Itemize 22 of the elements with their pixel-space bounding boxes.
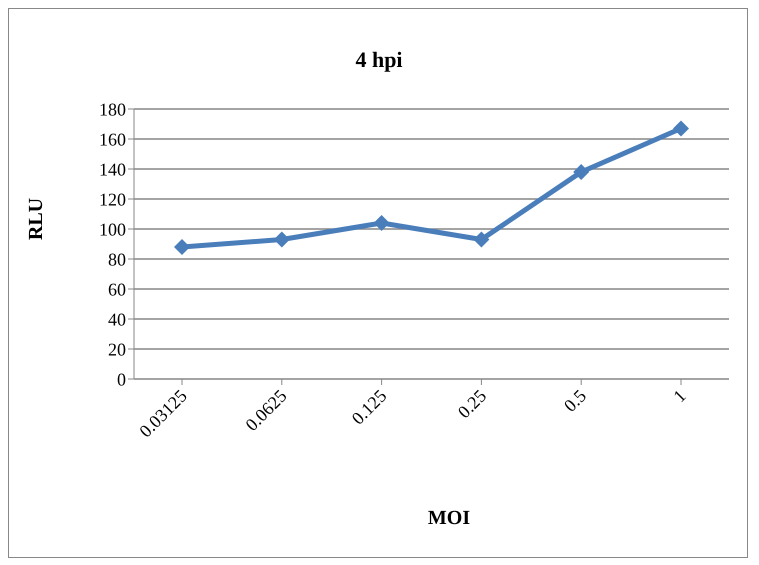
y-tick-label: 180 (99, 99, 126, 120)
y-tick-label: 40 (108, 309, 126, 330)
y-tick-label: 0 (117, 369, 126, 390)
y-tick-label: 80 (108, 249, 126, 270)
point (374, 215, 390, 231)
y-tick-label: 160 (99, 129, 126, 150)
y-axis-title: RLU (25, 196, 48, 242)
point (573, 164, 590, 180)
point (274, 232, 290, 248)
y-tick-label: 20 (108, 339, 126, 360)
y-tick-label: 100 (99, 219, 126, 240)
x-tick-label: 0.5 (560, 386, 590, 416)
point (673, 120, 689, 136)
y-tick-label: 60 (108, 279, 126, 300)
y-tick-label: 140 (99, 159, 126, 180)
x-tick-label: 0.25 (454, 386, 490, 422)
y-tick-label: 120 (99, 189, 126, 210)
x-axis-title: MOI (426, 507, 472, 530)
point (174, 239, 190, 255)
point (473, 232, 490, 248)
chart-title: 4 hpi (354, 47, 404, 73)
x-tick-label: 1 (669, 386, 690, 406)
